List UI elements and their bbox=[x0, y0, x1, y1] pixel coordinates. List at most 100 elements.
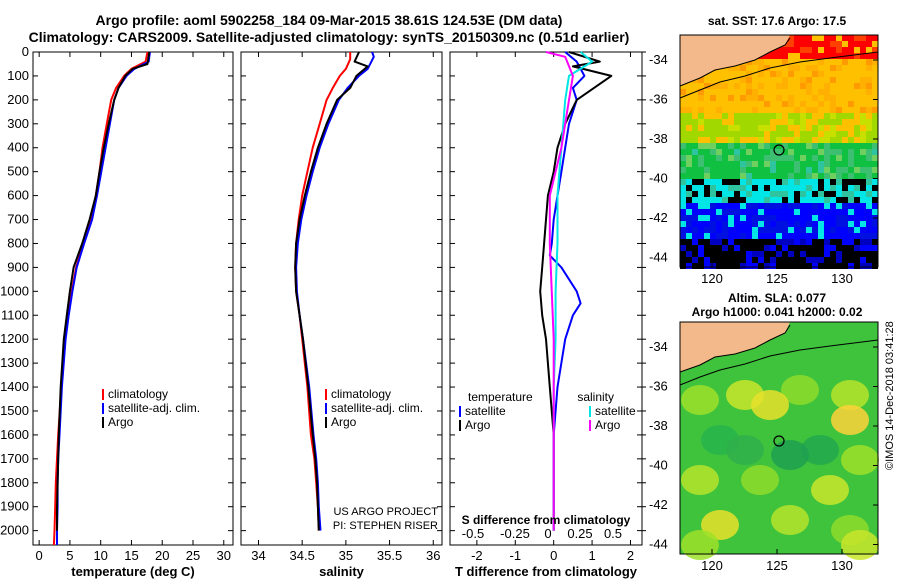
sst-map-cell bbox=[710, 71, 716, 77]
sst-map-cell bbox=[782, 59, 788, 65]
sst-map-cell bbox=[824, 197, 830, 203]
sst-map-cell bbox=[752, 185, 758, 191]
sst-map-cell bbox=[770, 137, 776, 143]
sst-map-cell bbox=[740, 89, 746, 95]
sst-map-cell bbox=[740, 155, 746, 161]
sst-map-cell bbox=[824, 263, 830, 269]
sst-map-cell bbox=[728, 263, 734, 269]
depth-tick-label: 100 bbox=[7, 68, 29, 83]
sst-map-cell bbox=[812, 209, 818, 215]
sst-map-cell bbox=[854, 41, 860, 47]
sst-map-cell bbox=[698, 209, 704, 215]
sst-map-cell bbox=[872, 185, 878, 191]
sst-map-cell bbox=[752, 245, 758, 251]
sst-map-cell bbox=[686, 137, 692, 143]
sst-map-cell bbox=[818, 245, 824, 251]
sst-map-cell bbox=[716, 185, 722, 191]
difference-series-t-satellite bbox=[548, 51, 586, 531]
sst-map-isobath bbox=[679, 51, 879, 99]
difference-x-axis-label: T difference from climatology bbox=[455, 564, 638, 579]
sst-map-cell bbox=[806, 95, 812, 101]
sst-map-cell bbox=[800, 263, 806, 269]
sst-map-cell bbox=[824, 161, 830, 167]
sst-map-cell bbox=[776, 131, 782, 137]
sst-map-cell bbox=[728, 245, 734, 251]
sst-map-cell bbox=[722, 215, 728, 221]
sst-map-cell bbox=[806, 215, 812, 221]
sst-map-cell bbox=[806, 47, 812, 53]
sst-map-cell bbox=[710, 215, 716, 221]
sst-map-cell bbox=[764, 215, 770, 221]
sst-map-cell bbox=[812, 77, 818, 83]
sst-map-cell bbox=[860, 173, 866, 179]
sst-map-cell bbox=[812, 251, 818, 257]
sst-map-cell bbox=[758, 125, 764, 131]
sst-map-cell bbox=[812, 203, 818, 209]
sst-map-cell bbox=[728, 155, 734, 161]
sst-map-cell bbox=[794, 263, 800, 269]
sst-map-cell bbox=[824, 209, 830, 215]
sst-map-cell bbox=[746, 251, 752, 257]
sst-map-cell bbox=[704, 227, 710, 233]
sst-map-cell bbox=[710, 221, 716, 227]
sst-map-cell bbox=[782, 89, 788, 95]
sst-map-cell bbox=[848, 191, 854, 197]
title-line-1: Argo profile: aoml 5902258_184 09-Mar-20… bbox=[96, 12, 563, 28]
sst-map-cell bbox=[842, 161, 848, 167]
sst-map-cell bbox=[824, 137, 830, 143]
temperature-x-tick-label: 10 bbox=[93, 548, 107, 563]
sst-map-cell bbox=[788, 131, 794, 137]
sst-map-cell bbox=[716, 239, 722, 245]
sst-map-cell bbox=[800, 221, 806, 227]
sst-map-cell bbox=[848, 107, 854, 113]
sst-map-cell bbox=[680, 233, 686, 239]
sst-map-cell bbox=[728, 107, 734, 113]
difference-x-tick-label: -2 bbox=[471, 548, 483, 563]
sst-map-cell bbox=[698, 161, 704, 167]
sst-map-cell bbox=[722, 77, 728, 83]
sst-map-cell bbox=[758, 215, 764, 221]
sst-map-cell bbox=[812, 191, 818, 197]
sst-map-cell bbox=[692, 161, 698, 167]
sst-map-cell bbox=[806, 113, 812, 119]
sst-map-cell bbox=[740, 245, 746, 251]
sst-map-cell bbox=[836, 149, 842, 155]
sst-map-cell bbox=[758, 209, 764, 215]
sst-map-cell bbox=[824, 119, 830, 125]
sst-map-cell bbox=[842, 251, 848, 257]
sst-map-cell bbox=[716, 125, 722, 131]
sst-map-cell bbox=[716, 179, 722, 185]
sst-map-cell bbox=[752, 131, 758, 137]
sst-map-cell bbox=[776, 59, 782, 65]
sst-map-cell bbox=[728, 113, 734, 119]
sst-lat-tick-label: -34 bbox=[649, 52, 668, 67]
sst-map-cell bbox=[860, 257, 866, 263]
temperature-legend-label: Argo bbox=[108, 415, 134, 429]
sst-map-cell bbox=[776, 95, 782, 101]
sst-map-cell bbox=[824, 71, 830, 77]
sst-map-cell bbox=[776, 101, 782, 107]
temperature-x-tick-label: 20 bbox=[155, 548, 169, 563]
sst-map-cell bbox=[830, 161, 836, 167]
sst-map-cell bbox=[710, 137, 716, 143]
sst-map-cell bbox=[752, 203, 758, 209]
salinity-x-tick-label: 34.5 bbox=[290, 548, 315, 563]
sst-map-cell bbox=[854, 53, 860, 59]
sst-map-cell bbox=[758, 107, 764, 113]
sst-map-cell bbox=[722, 257, 728, 263]
sla-anomaly-blob bbox=[841, 530, 879, 560]
depth-tick-label: 2000 bbox=[0, 523, 29, 538]
sst-map-cell bbox=[824, 65, 830, 71]
sst-map-cell bbox=[818, 101, 824, 107]
sst-map-cell bbox=[800, 131, 806, 137]
sst-map-cell bbox=[848, 221, 854, 227]
sst-map-cell bbox=[830, 59, 836, 65]
sst-map-cell bbox=[716, 167, 722, 173]
sst-map-cell bbox=[836, 131, 842, 137]
sst-map-cell bbox=[830, 89, 836, 95]
sst-map-cell bbox=[698, 257, 704, 263]
sst-map-cell bbox=[734, 167, 740, 173]
sst-map-cell bbox=[800, 149, 806, 155]
sst-map-cell bbox=[758, 137, 764, 143]
sst-map-cell bbox=[752, 119, 758, 125]
